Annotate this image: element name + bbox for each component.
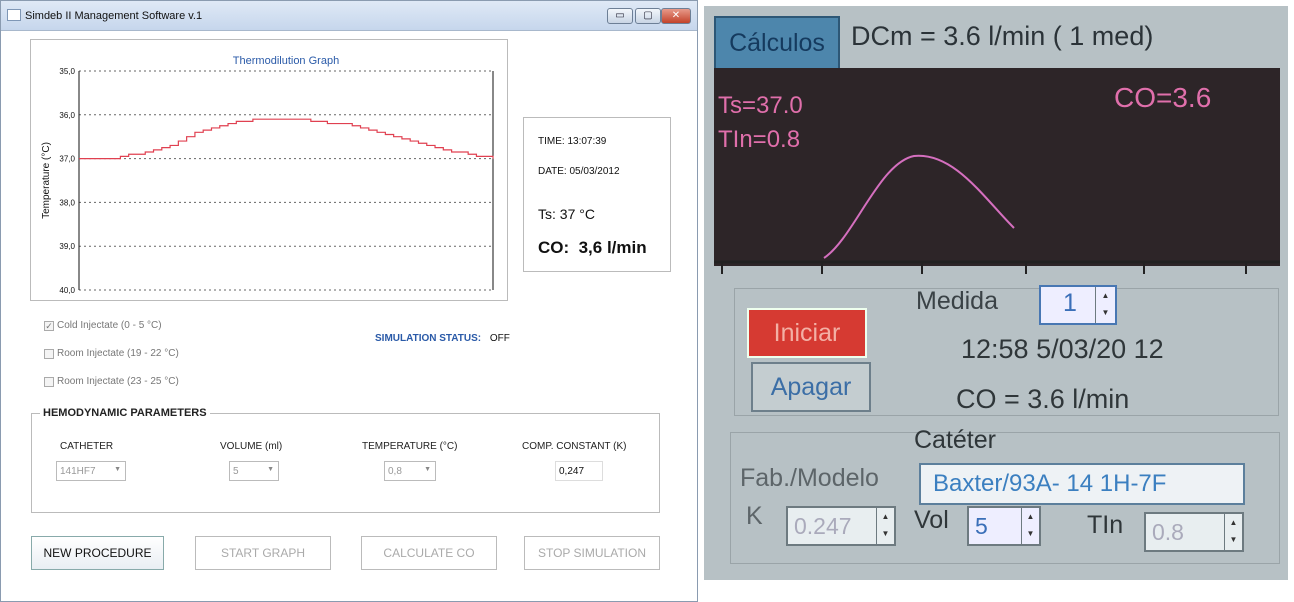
calculate-co-button[interactable]: CALCULATE CO [361,536,497,570]
screen-curve [714,154,1280,264]
apagar-button[interactable]: Apagar [751,362,871,412]
temperature-label: TEMPERATURE (°C) [362,441,458,452]
series-line [79,118,494,160]
volume-select[interactable]: 5 ▼ [229,461,279,481]
spinner-arrows-icon[interactable]: ▲ ▼ [876,508,894,544]
chart-svg: Thermodilution Graph Temperature (°C) 35,0… [41,55,494,295]
title-bar: Simdeb II Management Software v.1 ▭ ▢ ✕ [1,1,697,31]
comp-constant-field[interactable]: 0,247 [555,461,603,481]
vol-spinner[interactable]: 5 ▲ ▼ [967,506,1041,546]
medida-value: 1 [1063,289,1077,317]
fab-modelo-field[interactable]: Baxter/93A- 14 1H-7F [919,463,1245,505]
comp-constant-label: COMP. CONSTANT (K) [522,441,627,452]
co-line-readout: CO = 3.6 l/min [956,384,1130,414]
close-icon[interactable]: ✕ [661,8,691,24]
new-procedure-button[interactable]: NEW PROCEDURE [31,536,164,570]
simulation-status: SIMULATION STATUS: OFF [375,333,510,344]
checkbox-icon [44,376,54,387]
checkbox-icon [44,348,54,359]
medida-spinner[interactable]: 1 ▲ ▼ [1039,285,1117,325]
spinner-arrows-icon[interactable]: ▲ ▼ [1224,514,1242,550]
ts-readout: Ts: 37 °C [538,206,595,222]
y-tick-label: 38,0 [59,198,75,207]
monitor-screen: Ts=37.0 TIn=0.8 CO=3.6 [714,68,1280,266]
stop-simulation-button[interactable]: STOP SIMULATION [524,536,660,570]
catheter-label: CATHETER [60,441,114,452]
y-tick-label: 40,0 [59,286,75,295]
start-graph-button[interactable]: START GRAPH [195,536,331,570]
co-readout: CO: 3,6 l/min [538,238,647,257]
checkbox-label: Cold Injectate (0 - 5 °C) [57,320,162,331]
volume-value: 5 [233,466,239,477]
tin-value: 0.8 [1152,519,1184,545]
status-value: OFF [489,333,510,344]
screen-axis-ticks [721,262,1247,274]
ts-screen-label: Ts=37.0 [718,92,803,119]
maximize-icon[interactable]: ▢ [635,8,661,24]
k-value: 0.247 [794,513,852,539]
window-title: Simdeb II Management Software v.1 [25,10,203,22]
time-readout: TIME: 13:07:39 [538,136,607,147]
datetime-readout: 12:58 5/03/20 12 [961,334,1164,364]
measurement-panel [734,288,1279,416]
info-panel: TIME: 13:07:39 DATE: 05/03/2012 Ts: 37 °… [523,117,671,272]
k-label: K [746,502,763,530]
tin-screen-label: TIn=0.8 [718,126,801,153]
spinner-arrows-icon[interactable]: ▲ ▼ [1021,508,1039,544]
spinner-arrows-icon[interactable]: ▲ ▼ [1095,287,1115,323]
cold-injectate-checkbox[interactable]: ✓ Cold Injectate (0 - 5 °C) [44,320,162,331]
y-tick-label: 39,0 [59,242,75,251]
y-axis-label: Temperature (°C) [41,142,52,219]
y-tick-label: 35,0 [59,67,75,76]
checkbox-label: Room Injectate (23 - 25 °C) [57,376,179,387]
medida-label: Medida [916,287,998,315]
volume-label: VOLUME (ml) [220,441,283,452]
y-tick-label: 37,0 [59,155,75,164]
cateter-label: Catéter [914,426,996,454]
co-screen-label: CO=3.6 [1114,82,1212,113]
temperature-value: 0,8 [388,466,402,477]
vol-label: Vol [914,506,949,534]
k-spinner[interactable]: 0.247 ▲ ▼ [786,506,896,546]
catheter-select[interactable]: 141HF7 ▼ [56,461,126,481]
device-photo: Cálculos DCm = 3.6 l/min ( 1 med) Ts=37.… [704,6,1288,580]
status-label: SIMULATION STATUS: [375,333,482,344]
catheter-value: 141HF7 [60,466,96,477]
dropdown-arrow-icon: ▼ [114,466,121,473]
thermodilution-chart: Thermodilution Graph Temperature (°C) 35,0… [30,39,508,301]
date-readout: DATE: 05/03/2012 [538,166,620,177]
dropdown-arrow-icon: ▼ [424,466,431,473]
y-tick-label: 36,0 [59,111,75,120]
fab-modelo-label: Fab./Modelo [740,464,879,492]
temperature-select[interactable]: 0,8 ▼ [384,461,436,481]
minimize-icon[interactable]: ▭ [607,8,633,24]
vol-value: 5 [975,513,988,539]
thermodilution-curve [823,154,1015,259]
simdeb-window: Simdeb II Management Software v.1 ▭ ▢ ✕ … [0,0,698,602]
tin-spinner[interactable]: 0.8 ▲ ▼ [1144,512,1244,552]
calculos-button[interactable]: Cálculos [714,16,840,70]
iniciar-button[interactable]: Iniciar [747,308,867,358]
dropdown-arrow-icon: ▼ [267,466,274,473]
checkbox-label: Room Injectate (19 - 22 °C) [57,348,179,359]
room-injectate-19-22-checkbox[interactable]: Room Injectate (19 - 22 °C) [44,348,179,359]
catheter-panel [730,432,1280,564]
app-icon [7,9,21,21]
panel-title: HEMODYNAMIC PARAMETERS [40,407,210,419]
checkbox-checked-icon: ✓ [44,320,54,331]
dcm-readout: DCm = 3.6 l/min ( 1 med) [851,21,1154,51]
chart-title: Thermodilution Graph [233,55,339,67]
hemodynamic-parameters-panel: HEMODYNAMIC PARAMETERS CATHETER 141HF7 ▼ … [31,407,660,513]
room-injectate-23-25-checkbox[interactable]: Room Injectate (23 - 25 °C) [44,376,179,387]
tin-label: TIn [1087,511,1124,539]
